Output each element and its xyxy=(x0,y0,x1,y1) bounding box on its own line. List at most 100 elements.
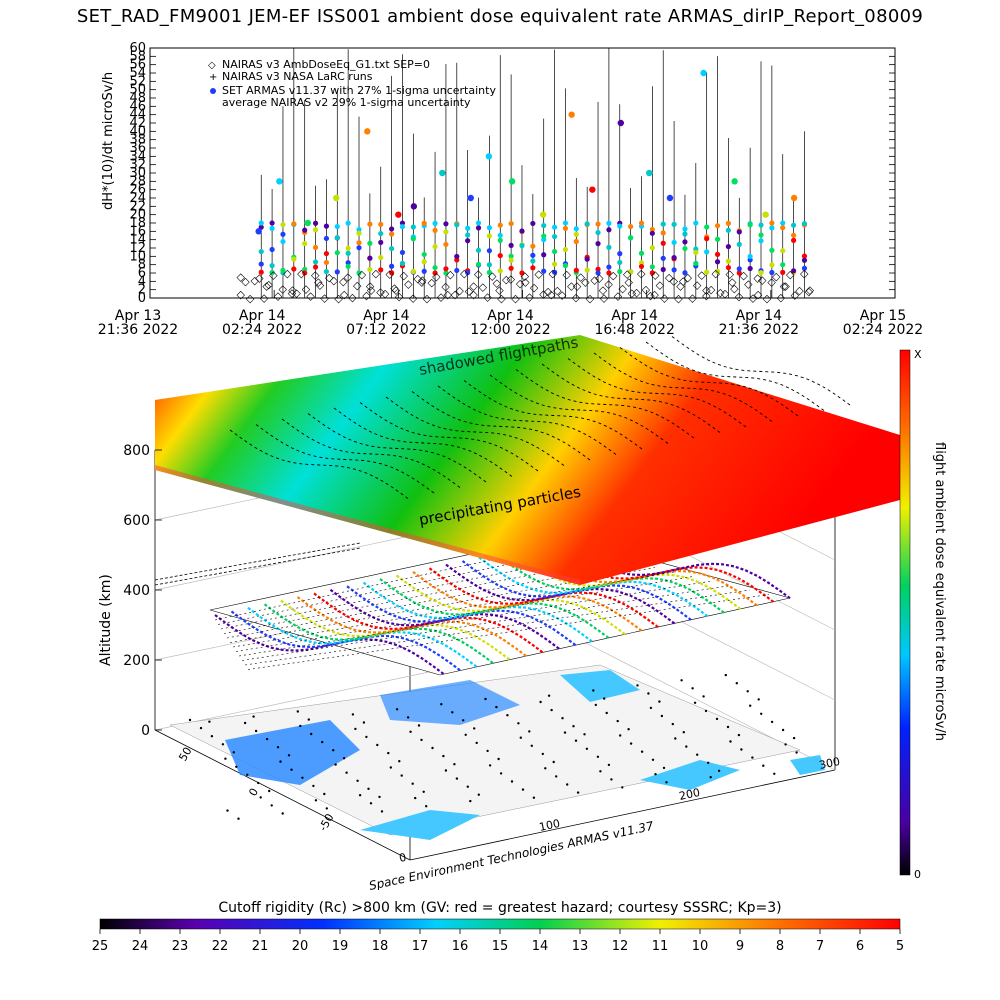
slab-flightpath xyxy=(437,385,619,457)
armas-point xyxy=(475,261,482,267)
map-dot xyxy=(358,794,362,797)
armas-point xyxy=(258,261,264,267)
nairas-diamond: ◇ xyxy=(516,277,525,290)
map-dot xyxy=(469,799,472,803)
map-dot xyxy=(312,784,315,788)
rigidity-gradient xyxy=(99,918,901,930)
nairas-diamond: ◇ xyxy=(595,272,604,285)
nairas-diamond: ◇ xyxy=(711,267,720,280)
series-point-circle xyxy=(410,203,418,210)
slab-flightpath xyxy=(229,429,411,501)
rigidity-tick-label: 15 xyxy=(492,939,509,954)
track-line xyxy=(223,558,618,634)
nairas-diamond: ◇ xyxy=(586,292,595,305)
nairas-diamond: ◇ xyxy=(483,290,492,303)
map-dot xyxy=(299,724,302,728)
map-dot xyxy=(574,739,578,742)
colorbar-bottom-label: 0 xyxy=(914,868,921,881)
armas-point xyxy=(617,268,623,275)
map-dot xyxy=(654,773,657,776)
armas-point xyxy=(389,231,395,237)
nairas-diamond: ◇ xyxy=(255,271,264,284)
armas-point xyxy=(682,239,688,245)
map-dot xyxy=(259,796,262,799)
nairas-diamond: ◇ xyxy=(604,278,613,291)
colorbar-title: flight ambient dose equivalent rate micr… xyxy=(932,442,947,741)
armas-point xyxy=(758,222,764,228)
map-track-dots xyxy=(188,673,798,820)
flight-track xyxy=(296,596,529,658)
map-dot xyxy=(378,795,381,799)
track-line xyxy=(235,576,694,652)
armas-point xyxy=(649,226,655,233)
map-dot xyxy=(417,724,421,727)
series-point-diamond: ◇ xyxy=(754,288,763,301)
nairas-diamond: ◇ xyxy=(651,268,660,281)
nairas-diamond: ◇ xyxy=(344,271,353,284)
armas-point xyxy=(302,227,308,233)
map-dot xyxy=(539,700,542,704)
armas-point xyxy=(258,220,264,226)
map-dot xyxy=(409,730,412,733)
map-dot xyxy=(495,705,498,709)
nairas-diamond: ◇ xyxy=(791,288,800,301)
armas-point xyxy=(573,226,579,232)
armas-point xyxy=(617,259,623,266)
map-dot xyxy=(307,718,310,721)
nairas-diamond: ◇ xyxy=(688,291,697,304)
rigidity-tick-label: 22 xyxy=(212,939,229,954)
x-tick-label-date: Apr 14 xyxy=(239,308,286,324)
nairas-diamond: ◇ xyxy=(590,274,599,287)
armas-point xyxy=(345,245,351,251)
colorbar-top-label: X xyxy=(914,348,922,361)
map-dot xyxy=(414,796,417,800)
rigidity-tick-label: 13 xyxy=(572,939,589,954)
nairas-diamond: ◇ xyxy=(455,284,464,297)
map-dot xyxy=(279,760,282,763)
z-tick-label: 0 xyxy=(141,723,150,739)
nairas-diamond: ◇ xyxy=(665,271,674,284)
map-dot xyxy=(660,714,664,718)
map-dot xyxy=(290,768,293,771)
nairas-diamond: ◇ xyxy=(758,274,767,287)
flight-track xyxy=(445,563,677,626)
nairas-diamond: ◇ xyxy=(260,291,269,304)
y-tick-label: 44 xyxy=(129,108,146,123)
nairas-diamond: ◇ xyxy=(795,284,804,297)
map-dot xyxy=(425,805,428,808)
map-dot xyxy=(367,787,370,790)
series-point-circle xyxy=(666,194,674,202)
flight-track xyxy=(494,552,727,615)
nairas-diamond: ◇ xyxy=(744,278,753,291)
armas-point xyxy=(486,248,492,254)
slab-flightpath xyxy=(489,374,671,446)
map-dot xyxy=(235,765,238,768)
flight-track xyxy=(280,599,512,662)
armas-point xyxy=(573,238,579,245)
nairas-diamond: ◇ xyxy=(427,276,436,289)
nairas-diamond: ◇ xyxy=(395,290,404,303)
armas-point xyxy=(475,220,482,226)
nairas-diamond: ◇ xyxy=(525,290,534,303)
rigidity-tick-label: 18 xyxy=(372,939,389,954)
y-tick-label: 50 xyxy=(129,83,146,98)
map-dot xyxy=(674,737,677,740)
map-dot xyxy=(665,781,668,784)
map-dot xyxy=(252,715,255,718)
slab-flightpath xyxy=(359,402,541,473)
nairas-diamond: ◇ xyxy=(781,280,790,293)
nairas-diamond: ◇ xyxy=(330,274,339,287)
armas-point xyxy=(562,246,569,253)
map-dot xyxy=(395,708,399,711)
map-dot xyxy=(640,750,644,753)
nairas-diamond: ◇ xyxy=(693,279,702,292)
armas-point xyxy=(269,225,275,232)
track-line xyxy=(217,549,580,625)
series-point-diamond: ◇ xyxy=(237,288,246,301)
armas-point xyxy=(465,238,471,244)
rigidity-tick-label: 23 xyxy=(172,939,189,954)
legend-marker-circle xyxy=(210,88,216,94)
armas-point xyxy=(280,267,286,273)
armas-point xyxy=(649,264,655,270)
armas-point xyxy=(345,250,351,256)
